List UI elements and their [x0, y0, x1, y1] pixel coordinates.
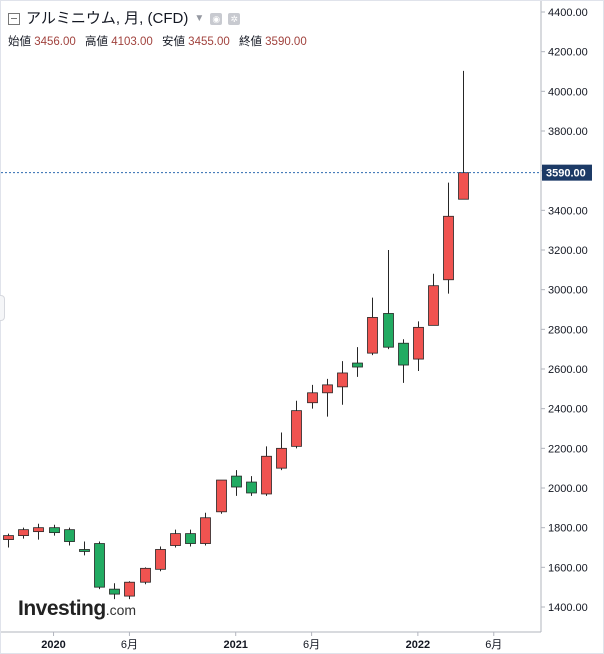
- x-tick-label: 2022: [406, 639, 430, 651]
- candle-body: [261, 455, 272, 495]
- y-tick-label: 2800.00: [548, 324, 588, 336]
- y-tick-label: 1800.00: [548, 523, 588, 535]
- candle-body: [383, 313, 394, 348]
- collapse-icon[interactable]: [8, 13, 20, 25]
- last-price-tag: [542, 164, 592, 181]
- high-label: 高値: [84, 36, 108, 48]
- chart-title: アルミニウム, 月, (CFD): [26, 10, 189, 27]
- y-tick-label: 2200.00: [548, 443, 588, 455]
- candle-body: [367, 317, 378, 354]
- candle-body: [3, 535, 14, 540]
- logo-text: Investing: [18, 597, 106, 620]
- x-tick-label: 6月: [121, 639, 138, 651]
- y-tick-label: 4400.00: [548, 7, 588, 19]
- candle-body: [307, 392, 318, 404]
- open-value: 3456.00: [34, 36, 76, 48]
- candle-body: [428, 285, 439, 326]
- candle-body: [398, 342, 409, 366]
- x-tick-label: 2020: [41, 639, 65, 651]
- candle-body: [109, 588, 120, 595]
- candle-body: [79, 549, 90, 552]
- candle-body: [276, 447, 287, 469]
- candle-body: [458, 172, 469, 200]
- candle-body: [291, 410, 302, 447]
- low-label: 安値: [161, 36, 185, 48]
- chart-legend: アルミニウム, 月, (CFD) ▼ ◉ ✲ 始値 3456.00 高値 410…: [8, 10, 313, 49]
- logo-suffix: .com: [105, 602, 137, 618]
- ohlc-row: 始値 3456.00 高値 4103.00 安値 3455.00 終値 3590…: [8, 33, 313, 49]
- x-tick-label: 2021: [223, 639, 247, 651]
- investing-logo: Investing.com: [18, 597, 136, 621]
- panel-resize-handle[interactable]: [0, 295, 5, 321]
- close-label: 終値: [238, 36, 262, 48]
- candle-body: [94, 543, 105, 588]
- x-tick-label: 6月: [303, 639, 320, 651]
- candle-body: [443, 215, 454, 281]
- y-tick-label: 2000.00: [548, 483, 588, 495]
- candle-body: [33, 527, 44, 533]
- candle-body: [322, 384, 333, 394]
- candles-group: [3, 70, 469, 600]
- y-tick-label: 4200.00: [548, 47, 588, 59]
- y-tick-label: 2400.00: [548, 404, 588, 416]
- eye-icon[interactable]: ◉: [210, 13, 223, 25]
- y-tick-label: 3400.00: [548, 205, 588, 217]
- open-label: 始値: [8, 36, 31, 48]
- candle-body: [200, 517, 211, 544]
- y-tick-label: 1400.00: [548, 602, 588, 614]
- candle-body: [352, 362, 363, 368]
- candle-body: [170, 533, 181, 546]
- candle-body: [64, 529, 75, 542]
- candle-body: [18, 529, 29, 537]
- candle-body: [155, 549, 166, 570]
- last-price-label: 3590.00: [546, 168, 586, 180]
- candle-body: [124, 581, 135, 597]
- title-row: アルミニウム, 月, (CFD) ▼ ◉ ✲: [8, 10, 313, 28]
- candle-body: [140, 567, 151, 583]
- candle-body: [216, 479, 227, 513]
- high-value: 4103.00: [111, 36, 153, 48]
- settings-icon[interactable]: ✲: [228, 13, 241, 25]
- y-tick-label: 3200.00: [548, 245, 588, 257]
- dropdown-icon[interactable]: ▼: [194, 13, 205, 24]
- candle-body: [337, 372, 348, 388]
- y-tick-label: 2600.00: [548, 364, 588, 376]
- candle-body: [246, 481, 257, 494]
- y-tick-label: 1600.00: [548, 562, 588, 574]
- close-value: 3590.00: [265, 36, 307, 48]
- y-tick-label: 3800.00: [548, 126, 588, 138]
- low-value: 3455.00: [188, 36, 230, 48]
- candle-body: [49, 527, 60, 534]
- y-tick-label: 4000.00: [548, 86, 588, 98]
- candle-body: [185, 533, 196, 544]
- y-tick-label: 3000.00: [548, 285, 588, 297]
- candle-body: [231, 475, 242, 488]
- candle-body: [413, 326, 424, 360]
- x-tick-label: 6月: [485, 639, 502, 651]
